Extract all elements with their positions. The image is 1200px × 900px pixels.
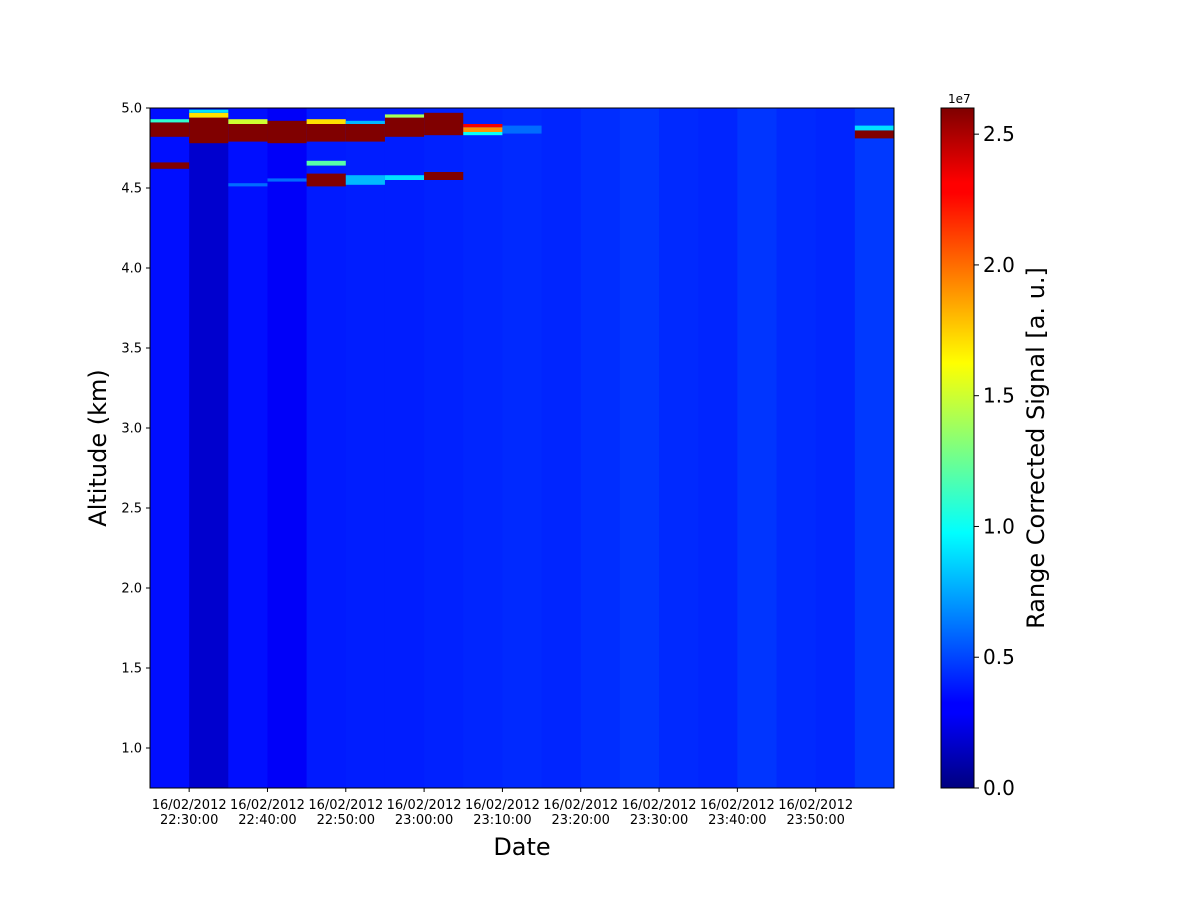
signal-layer [189, 109, 229, 113]
signal-layer [502, 125, 543, 134]
profile-column [854, 108, 894, 788]
profile-column [776, 108, 817, 788]
y-tick-label: 3.0 [121, 422, 142, 437]
signal-layer [345, 120, 386, 124]
x-tick-time: 23:00:00 [395, 813, 453, 828]
colorbar-ticks: 0.0 0.5 1.0 1.5 2.0 2.5 [974, 122, 1015, 800]
signal-layer [345, 175, 386, 185]
x-tick-date: 16/02/2012 [230, 798, 305, 813]
y-axis-label: Altitude (km) [84, 369, 112, 526]
profile-column [502, 108, 543, 788]
signal-layer [306, 173, 347, 187]
y-tick-label: 3.5 [121, 342, 142, 357]
x-tick-date: 16/02/2012 [543, 798, 618, 813]
signal-layer [150, 162, 190, 169]
x-tick-date: 16/02/2012 [152, 798, 227, 813]
profile-column [463, 108, 504, 788]
signal-layer [345, 124, 386, 142]
signal-layer [463, 124, 504, 128]
y-tick-label: 5.0 [121, 102, 142, 117]
x-tick-date: 16/02/2012 [465, 798, 540, 813]
x-tick-time: 22:30:00 [160, 813, 218, 828]
colorbar-tick-label: 0.5 [983, 645, 1015, 669]
signal-layer [267, 178, 308, 182]
x-tick-time: 23:20:00 [552, 813, 610, 828]
profile-column [424, 108, 464, 788]
signal-layer [228, 119, 269, 124]
signal-layer [424, 112, 464, 136]
x-tick-time: 22:50:00 [317, 813, 375, 828]
colorbar-label: Range Corrected Signal [a. u.] [1022, 267, 1050, 629]
signal-layer [854, 130, 894, 139]
y-tick-label: 4.0 [121, 262, 142, 277]
profile-column [659, 108, 699, 788]
y-axis: 1.0 1.5 2.0 2.5 3.0 3.5 4.0 4.5 5.0 [121, 102, 150, 757]
x-tick-date: 16/02/2012 [622, 798, 697, 813]
heatmap-cells [150, 108, 894, 788]
x-tick-time: 23:10:00 [473, 813, 531, 828]
signal-layer [267, 120, 308, 144]
signal-layer [228, 124, 269, 142]
signal-layer [463, 132, 504, 136]
signal-layer [189, 117, 229, 144]
signal-layer [150, 122, 190, 137]
colorbar [940, 107, 975, 789]
profile-column [541, 108, 582, 788]
signal-layer [306, 160, 347, 166]
signal-layer [306, 124, 347, 142]
y-tick-label: 2.0 [121, 582, 142, 597]
signal-layer [384, 175, 425, 180]
x-tick-date: 16/02/2012 [387, 798, 462, 813]
x-tick-time: 22:40:00 [238, 813, 296, 828]
x-axis: 16/02/201222:30:0016/02/201222:40:0016/0… [152, 788, 853, 828]
profile-column [384, 108, 425, 788]
x-tick-time: 23:30:00 [630, 813, 688, 828]
profile-column [150, 108, 190, 788]
signal-layer [228, 183, 269, 187]
signal-layer [150, 119, 190, 123]
profile-column [815, 108, 856, 788]
colorbar-tick-label: 0.0 [983, 776, 1015, 800]
x-tick-date: 16/02/2012 [778, 798, 853, 813]
y-tick-label: 1.0 [121, 742, 142, 757]
signal-layer [384, 114, 425, 118]
x-tick-date: 16/02/2012 [308, 798, 383, 813]
colorbar-exponent: 1e7 [948, 92, 971, 106]
profile-column [345, 108, 386, 788]
colorbar-tick-label: 2.0 [983, 253, 1015, 277]
signal-layer [189, 112, 229, 118]
signal-layer [306, 119, 347, 124]
profile-column [228, 108, 269, 788]
signal-layer [463, 127, 504, 132]
colorbar-tick-label: 2.5 [983, 122, 1015, 146]
profile-column [737, 108, 778, 788]
y-tick-label: 2.5 [121, 502, 142, 517]
y-tick-label: 1.5 [121, 662, 142, 677]
signal-layer [384, 117, 425, 137]
x-tick-time: 23:40:00 [708, 813, 766, 828]
signal-layer [424, 172, 464, 180]
x-tick-date: 16/02/2012 [700, 798, 775, 813]
profile-column [306, 108, 347, 788]
x-tick-time: 23:50:00 [786, 813, 844, 828]
plot-frame [149, 107, 895, 789]
profile-column [619, 108, 660, 788]
profile-column [267, 108, 308, 788]
profile-column [580, 108, 621, 788]
signal-layer [854, 125, 894, 131]
y-tick-label: 4.5 [121, 182, 142, 197]
colorbar-tick-label: 1.0 [983, 514, 1015, 538]
x-axis-label: Date [493, 833, 550, 861]
colorbar-tick-label: 1.5 [983, 384, 1015, 408]
profile-column [189, 108, 229, 788]
profile-column [698, 108, 738, 788]
